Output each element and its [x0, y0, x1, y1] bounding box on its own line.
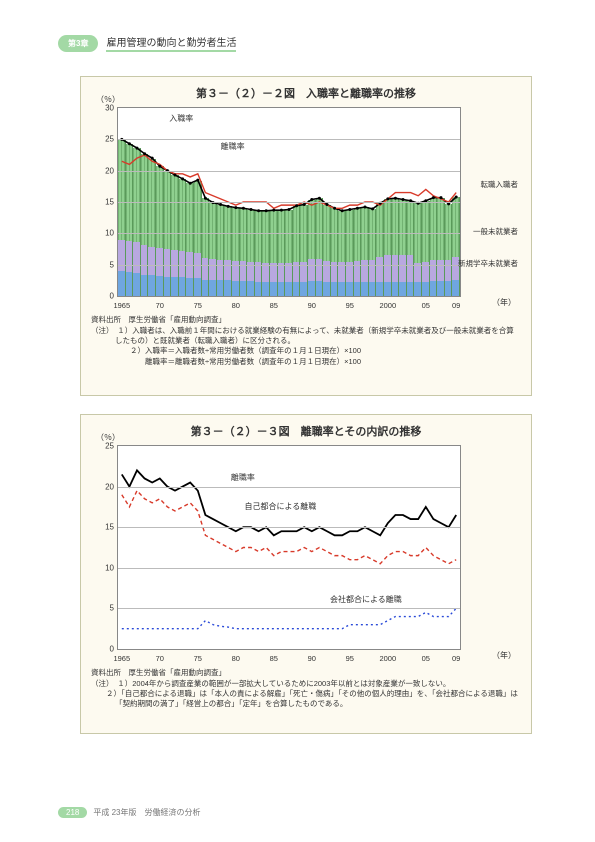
y-tick-label: 25 [98, 442, 114, 451]
x-tick-label: 85 [270, 301, 278, 310]
chart2-lines [118, 446, 460, 649]
y-tick-label: 10 [98, 563, 114, 572]
series-label: 自己都合による離職 [245, 501, 317, 512]
page-footer: 218 平成 23年版 労働経済の分析 [58, 807, 200, 818]
y-tick-label: 0 [98, 292, 114, 301]
x-tick-label: 70 [156, 654, 164, 663]
chart-panel-1: 第３－（２）－２図 入職率と離職率の推移 （％） （年） 05101520253… [80, 76, 532, 396]
x-tick-label: 90 [308, 301, 316, 310]
x-tick-label: 80 [232, 654, 240, 663]
chart-panel-2: 第３－（２）－３図 離職率とその内訳の推移 （％） （年） 0510152025… [80, 414, 532, 734]
chart2-note-2: ２）「自己都合による退職」は「本人の責による解雇」「死亡・傷病」「その他の個人的… [91, 689, 521, 709]
page-header: 第3章 雇用管理の動向と勤労者生活 [58, 34, 236, 52]
series-label: 会社都合による離職 [330, 594, 402, 605]
chart1-plot-area: （％） （年） 05101520253019657075808590952000… [117, 107, 461, 297]
series-label: 入職率 [169, 113, 193, 124]
chart1-source: 資料出所 厚生労働省「雇用動向調査」 [91, 315, 521, 325]
x-tick-label: 09 [452, 301, 460, 310]
chart1-note-1: （注） １）入職者は、入職前１年間における就業経験の有無によって、未就業者（新規… [91, 326, 521, 346]
legend-label: 一般未就業者 [473, 226, 518, 237]
x-tick-label: 05 [422, 654, 430, 663]
x-tick-label: 70 [156, 301, 164, 310]
x-tick-label: 90 [308, 654, 316, 663]
x-tick-label: 05 [422, 301, 430, 310]
x-tick-label: 2000 [379, 654, 396, 663]
y-tick-label: 20 [98, 482, 114, 491]
y-tick-label: 30 [98, 104, 114, 113]
chapter-tab: 第3章 [58, 35, 98, 52]
legend-label: 転職入職者 [481, 179, 519, 190]
x-tick-label: 75 [194, 301, 202, 310]
chart2-title: 第３－（２）－３図 離職率とその内訳の推移 [91, 423, 521, 439]
y-tick-label: 10 [98, 229, 114, 238]
chart1-title: 第３－（２）－２図 入職率と離職率の推移 [91, 85, 521, 101]
x-tick-label: 95 [346, 654, 354, 663]
y-tick-label: 0 [98, 645, 114, 654]
x-tick-label: 09 [452, 654, 460, 663]
y-tick-label: 5 [98, 260, 114, 269]
x-tick-label: 1965 [113, 301, 130, 310]
chart1-x-unit: （年） [492, 297, 516, 308]
x-tick-label: 85 [270, 654, 278, 663]
y-tick-label: 20 [98, 166, 114, 175]
chart2-note-1: （注） １）2004年から調査産業の範囲が一部拡大しているために2003年以前と… [91, 679, 521, 689]
chart1-notes: 資料出所 厚生労働省「雇用動向調査」 （注） １）入職者は、入職前１年間における… [91, 315, 521, 367]
y-tick-label: 15 [98, 523, 114, 532]
chart1-note-3: 離職率＝離職者数÷常用労働者数（調査年の１月１日現在）×100 [91, 357, 521, 367]
chart2-x-unit: （年） [492, 650, 516, 661]
y-tick-label: 5 [98, 604, 114, 613]
chart2-plot-area: （％） （年） 05101520251965707580859095200005… [117, 445, 461, 650]
chapter-title: 雇用管理の動向と勤労者生活 [106, 34, 236, 52]
page-number-badge: 218 [58, 807, 87, 818]
legend-label: 新規学卒未就業者 [458, 258, 518, 269]
chart2-notes: 資料出所 厚生労働省「雇用動向調査」 （注） １）2004年から調査産業の範囲が… [91, 668, 521, 710]
series-label: 離職率 [231, 472, 255, 483]
chart2-source: 資料出所 厚生労働省「雇用動向調査」 [91, 668, 521, 678]
chart1-note-2: ２）入職率＝入職者数÷常用労働者数（調査年の１月１日現在）×100 [91, 346, 521, 356]
x-tick-label: 75 [194, 654, 202, 663]
footer-text: 平成 23年版 労働経済の分析 [93, 807, 200, 818]
x-tick-label: 2000 [379, 301, 396, 310]
series-label: 離職率 [221, 141, 245, 152]
x-tick-label: 80 [232, 301, 240, 310]
y-tick-label: 25 [98, 135, 114, 144]
x-tick-label: 95 [346, 301, 354, 310]
y-tick-label: 15 [98, 198, 114, 207]
x-tick-label: 1965 [113, 654, 130, 663]
